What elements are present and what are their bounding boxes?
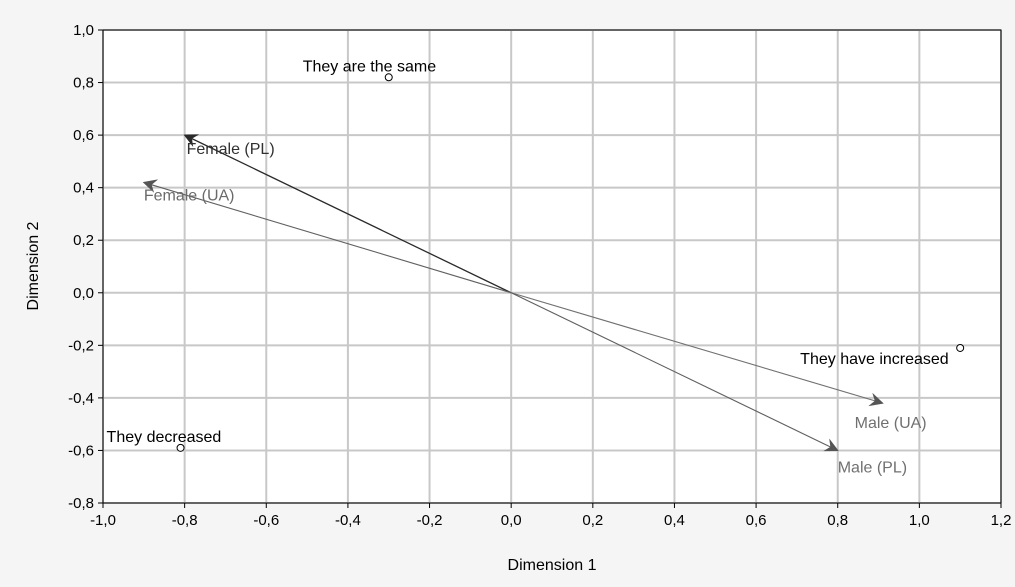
vector-label: Female (PL) (187, 141, 275, 158)
y-tick-label: 0,2 (73, 232, 94, 249)
points: They are the same They have increased They… (107, 58, 965, 452)
point-label: They decreased (107, 429, 222, 446)
x-tick-label: -0,4 (335, 512, 361, 529)
y-tick-label: 0,8 (73, 75, 94, 92)
tick-labels: -1,0 -0,8 -0,6 -0,4 -0,2 0,0 0,2 0,4 0,6 0,8 1,0 1,… (68, 22, 1011, 529)
x-tick-label: 1,2 (991, 512, 1012, 529)
x-tick-label: -0,8 (172, 512, 198, 529)
vector-line (510, 292, 839, 452)
data-point (176, 443, 185, 452)
data-point (384, 73, 393, 82)
vector-line (142, 179, 512, 294)
y-tick-label: -0,8 (68, 495, 94, 512)
vectors: Female (PL) Female (UA) Male (UA) Male (PL) (142, 134, 927, 476)
y-axis-label: Dimension 2 (25, 221, 42, 310)
x-tick-label: 0,4 (664, 512, 685, 529)
x-axis-label: Dimension 1 (508, 557, 597, 574)
y-tick-label: 0,4 (73, 180, 94, 197)
point-label: They have increased (800, 351, 949, 368)
y-tick-label: -0,6 (68, 442, 94, 459)
vector-label: Male (UA) (855, 415, 927, 432)
x-tick-label: 1,0 (909, 512, 930, 529)
x-tick-label: -0,2 (417, 512, 443, 529)
y-tick-label: -0,4 (68, 390, 94, 407)
x-tick-label: 0,0 (501, 512, 522, 529)
plot-area (103, 30, 1001, 503)
plot-frame (102, 29, 1002, 504)
y-tick-label: 0,6 (73, 127, 94, 144)
x-tick-label: -0,6 (253, 512, 279, 529)
x-tick-label: -1,0 (90, 512, 116, 529)
y-tick-label: -0,2 (68, 337, 94, 354)
vector-label: Male (PL) (838, 459, 907, 476)
vector-label: Female (UA) (144, 187, 235, 204)
vector-line (511, 292, 884, 407)
y-tick-label: 0,0 (73, 285, 94, 302)
point-label: They are the same (303, 58, 437, 75)
x-tick-label: 0,2 (582, 512, 603, 529)
data-point (956, 343, 965, 352)
x-tick-label: 0,8 (827, 512, 848, 529)
vector-line (183, 134, 512, 294)
y-tick-label: 1,0 (73, 22, 94, 39)
x-tick-label: 0,6 (746, 512, 767, 529)
